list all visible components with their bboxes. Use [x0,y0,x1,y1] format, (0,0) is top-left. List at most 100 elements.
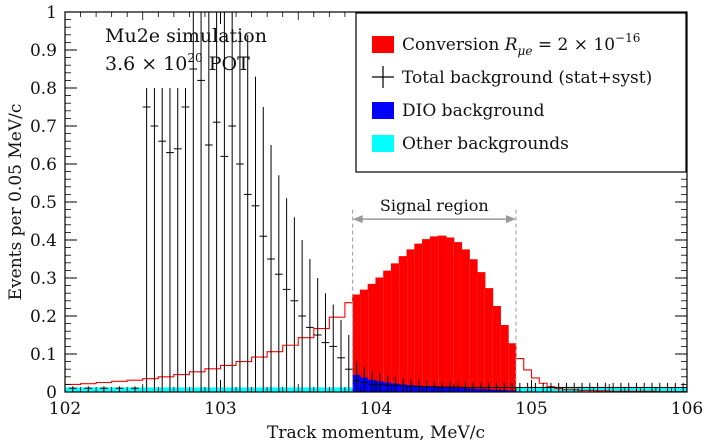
conversion-bar [391,263,400,392]
total-background-point [321,293,330,392]
y-tick-label: 1 [46,3,57,23]
signal-region-arrowhead-right [505,215,516,224]
sim-annotation-line2: 3.6 × 1020 POT [105,51,250,75]
conversion-bar [352,295,361,392]
y-tick-label: 0.2 [30,307,57,327]
conversion-bar [414,244,423,392]
conversion-bar [492,306,501,392]
axes: 102 103 104 105 106 0 0.1 0.2 0.3 0.4 0.5 0.6 0.7 0.8… [30,3,703,419]
signal-region-label: Signal region [380,196,489,215]
total-background-point [243,34,252,392]
total-background-point [663,382,672,392]
total-background-point [578,382,586,392]
total-background-point [173,88,182,392]
conversion-bar [376,278,384,392]
total-background-point [220,12,229,392]
total-background-point [570,382,579,392]
total-background-point [438,382,446,392]
conversion-bar [469,259,478,392]
total-background-point [601,382,610,392]
plot-data-layer [65,12,687,392]
total-background-point [617,382,625,392]
total-background-point [360,367,369,392]
total-background-point [469,382,478,392]
legend-label-other: Other backgrounds [402,134,569,154]
y-tick-label: 0.8 [30,79,57,99]
total-background-point [368,371,376,392]
total-background-point [115,386,124,392]
x-axis-label: Track momentum, MeV/c [267,423,485,443]
total-background-point [554,382,563,392]
x-tick-label: 102 [49,399,81,419]
conversion-bar [508,343,516,392]
legend-swatch-conversion [372,36,394,53]
total-background-point [158,88,167,392]
signal-region-annotation: Signal region [352,196,517,392]
legend-label-conversion: Conversion Rμe = 2 × 10−16 [402,31,640,58]
legend-swatch-dio [372,102,394,119]
conversion-bar [445,238,454,392]
total-background-point [609,382,618,392]
sim-line2-suffix: POT [203,53,250,75]
y-tick-label: 0.6 [30,155,57,175]
total-background-point [344,335,353,392]
legend: Conversion Rμe = 2 × 10−16 Total backgro… [355,12,687,173]
total-background-point [391,377,400,392]
y-tick-label: 0 [46,383,57,403]
total-background-point [228,12,237,392]
total-background-point [197,12,205,392]
total-background-point [337,319,345,392]
conversion-bar [461,249,470,392]
total-background-point [585,382,594,392]
total-background-point [274,175,283,392]
total-background-point [562,382,571,392]
sim-line2-prefix: 3.6 × 10 [105,53,187,75]
total-background-point [131,386,139,392]
total-background-point [671,382,680,392]
conversion-bar [453,242,462,392]
conversion-bar [368,284,376,392]
total-background-point [313,278,322,392]
sim-line2-exponent: 20 [187,51,202,65]
conversion-bar [430,236,439,392]
y-axis-label: Events per 0.05 MeV/c [6,104,26,301]
x-tick-label: 104 [360,399,392,419]
total-background-point [99,386,108,392]
total-background-point [632,382,641,392]
total-background-point [414,380,423,392]
total-background-point [329,304,338,392]
total-background-point [298,240,307,392]
total-background-point [531,382,540,392]
total-background-point [212,12,221,392]
y-tick-label: 0.1 [30,345,57,365]
conversion-bar [438,236,446,392]
x-tick-label: 105 [515,399,547,419]
total-background-point [523,382,532,392]
total-background-point [166,88,174,392]
total-background-point [655,382,664,392]
total-background-point [453,382,462,392]
x-tick-label: 106 [671,399,703,419]
legend-box [355,12,687,173]
legend-conversion-text: Conversion [402,35,505,55]
total-background-point [624,382,633,392]
y-tick-label: 0.4 [30,231,57,251]
total-background-point [539,382,548,392]
conversion-bar [407,249,415,392]
legend-conversion-rest: = 2 × 10 [532,35,615,55]
total-background-point [306,259,314,392]
conversion-bar [399,256,408,392]
total-background-point [84,386,93,392]
conversion-bar [422,239,431,392]
total-background-point [500,382,509,392]
total-background-point [445,382,454,392]
total-background-point [376,373,384,392]
total-background-point [267,145,275,392]
total-background-point [593,382,602,392]
conversion-bar [477,272,485,392]
total-background-point [508,382,516,392]
total-background-point [68,386,77,392]
total-background-point [547,382,555,392]
y-tick-label: 0.3 [30,269,57,289]
